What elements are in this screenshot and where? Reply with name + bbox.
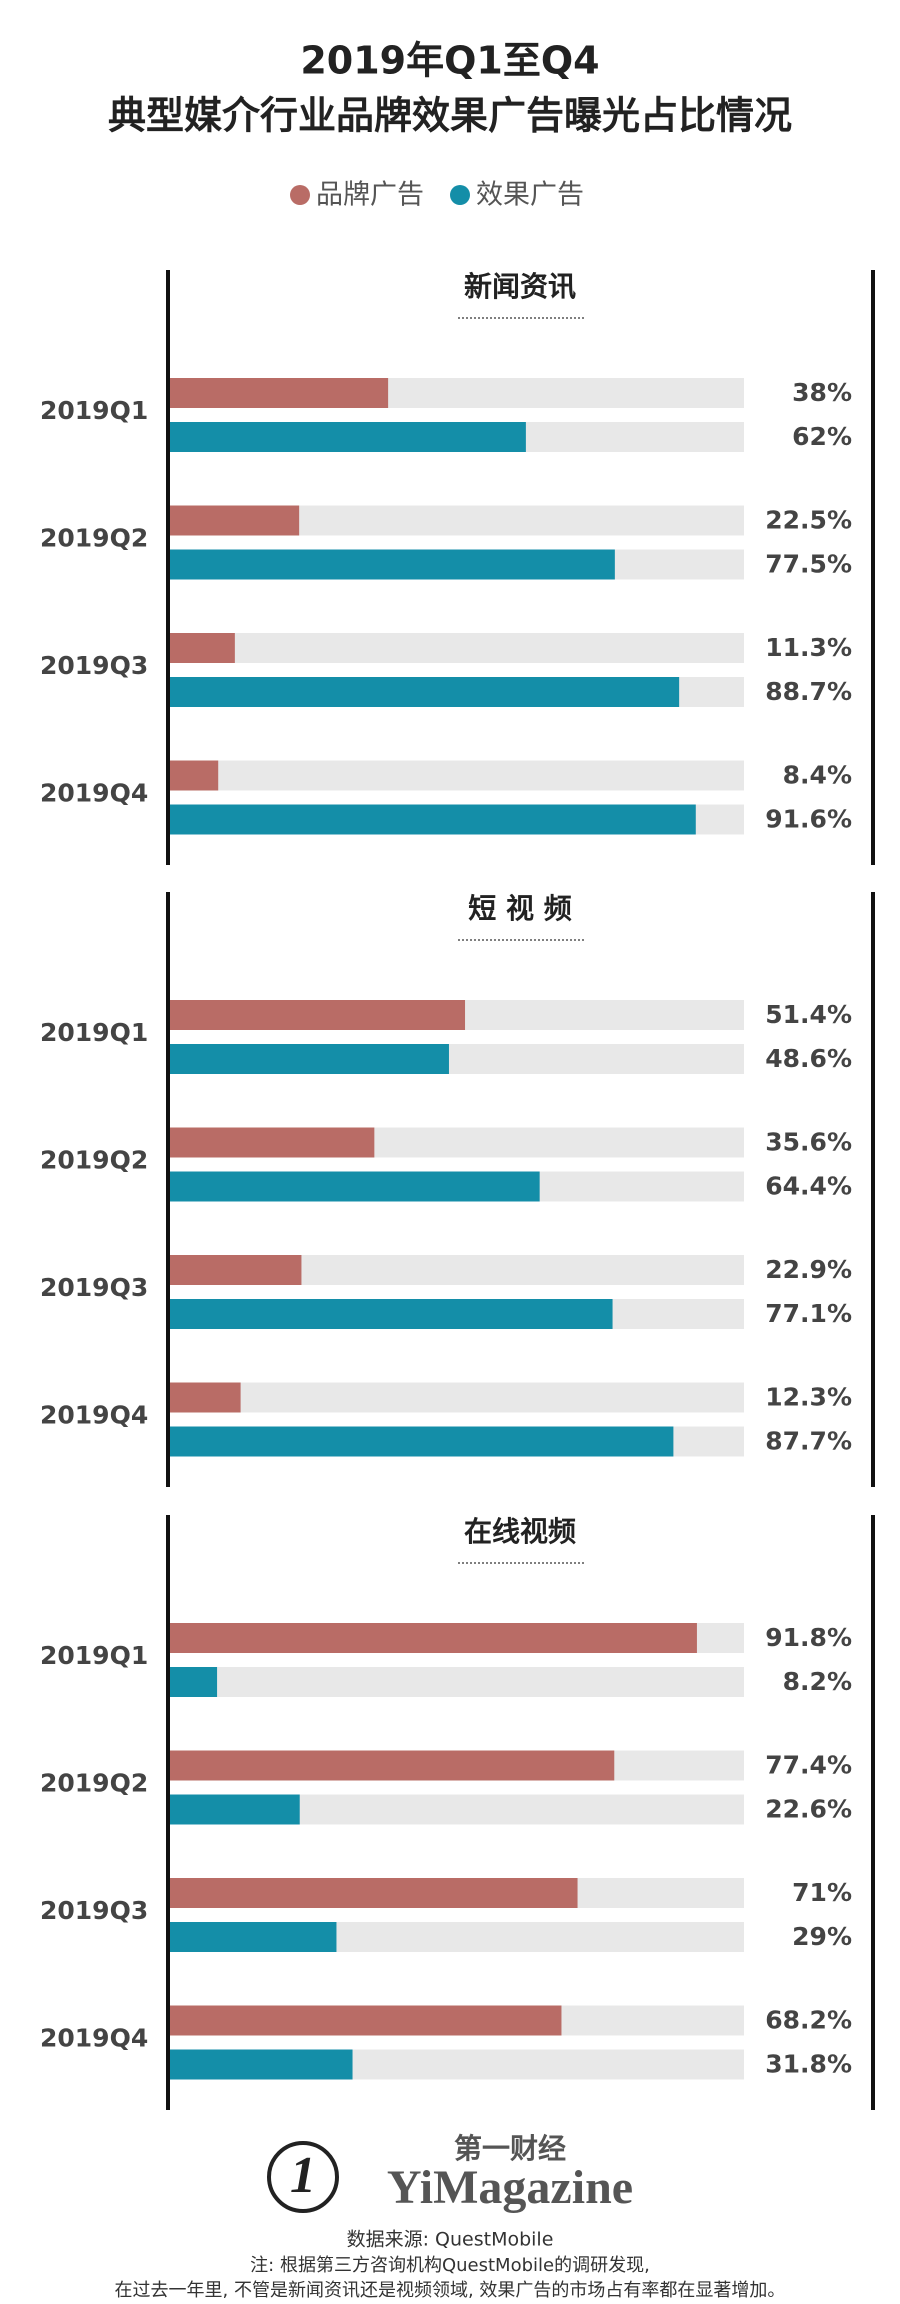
category-label: 2019Q4: [40, 1401, 148, 1430]
value-label: 87.7%: [765, 1427, 852, 1456]
value-label: 22.6%: [765, 1795, 852, 1824]
value-label: 77.1%: [765, 1299, 852, 1328]
bar: [170, 1382, 241, 1413]
panel-title: 短 视 频: [468, 892, 572, 925]
bar: [170, 1255, 302, 1285]
value-label: 77.5%: [765, 550, 852, 579]
bar: [170, 1878, 578, 1908]
bar-track: [170, 633, 744, 663]
bar: [170, 677, 680, 707]
value-label: 12.3%: [765, 1383, 852, 1412]
value-label: 22.9%: [765, 1255, 852, 1284]
bar-track: [170, 1382, 744, 1413]
bar: [170, 549, 615, 580]
value-label: 77.4%: [765, 1751, 852, 1780]
note: 在过去一年里, 不管是新闻资讯还是视频领域, 效果广告的市场占有率都在显著增加。: [115, 2280, 786, 2301]
value-label: 11.3%: [765, 633, 852, 662]
legend-label: 品牌广告: [316, 180, 424, 211]
logo-cn: 第一财经: [454, 2132, 566, 2165]
bar: [170, 1667, 218, 1697]
value-label: 8.4%: [783, 761, 852, 790]
category-label: 2019Q4: [40, 779, 148, 808]
logo-en: YiMagazine: [387, 2161, 633, 2214]
bar: [170, 1044, 449, 1074]
value-label: 29%: [792, 1922, 852, 1951]
value-label: 35.6%: [765, 1128, 852, 1157]
bar: [170, 1922, 337, 1952]
logo-mark: 1: [290, 2147, 316, 2204]
legend-swatch: [290, 185, 310, 205]
bar: [170, 505, 300, 536]
value-label: 62%: [792, 422, 852, 451]
category-label: 2019Q2: [40, 1769, 148, 1798]
bar: [170, 760, 219, 791]
title-line: 典型媒介行业品牌效果广告曝光占比情况: [108, 94, 792, 138]
legend-swatch: [450, 185, 470, 205]
value-label: 22.5%: [765, 506, 852, 535]
value-label: 68.2%: [765, 2006, 852, 2035]
category-label: 2019Q2: [40, 524, 148, 553]
value-label: 64.4%: [765, 1172, 852, 1201]
category-label: 2019Q2: [40, 1146, 148, 1175]
bar: [170, 1171, 540, 1202]
value-label: 51.4%: [765, 1000, 852, 1029]
category-label: 2019Q1: [40, 1641, 148, 1670]
value-label: 88.7%: [765, 677, 852, 706]
bar: [170, 422, 526, 452]
title-line: 2019年Q1至Q4: [300, 39, 599, 83]
note: 注: 根据第三方咨询机构QuestMobile的调研发现,: [250, 2255, 650, 2276]
bar: [170, 1000, 466, 1030]
category-label: 2019Q3: [40, 1896, 148, 1925]
bar: [170, 1426, 674, 1457]
value-label: 91.8%: [765, 1623, 852, 1652]
value-label: 48.6%: [765, 1044, 852, 1073]
value-label: 71%: [792, 1878, 852, 1907]
value-label: 91.6%: [765, 805, 852, 834]
bar: [170, 804, 696, 835]
bar: [170, 1750, 615, 1781]
category-label: 2019Q1: [40, 1018, 148, 1047]
bar: [170, 633, 235, 663]
bar: [170, 378, 389, 408]
bar-track: [170, 1667, 744, 1697]
bar: [170, 1127, 375, 1158]
panel-title: 在线视频: [464, 1515, 576, 1548]
bar: [170, 1623, 697, 1653]
category-label: 2019Q4: [40, 2024, 148, 2053]
bar: [170, 1794, 300, 1825]
value-label: 31.8%: [765, 2050, 852, 2079]
bar-track: [170, 760, 744, 791]
bar: [170, 2005, 562, 2036]
bar: [170, 1299, 613, 1329]
legend-label: 效果广告: [476, 180, 584, 211]
category-label: 2019Q1: [40, 396, 148, 425]
logo-circle: [267, 2141, 339, 2213]
bar: [170, 2049, 353, 2080]
value-label: 38%: [792, 378, 852, 407]
category-label: 2019Q3: [40, 1273, 148, 1302]
value-label: 8.2%: [783, 1667, 852, 1696]
panel-title: 新闻资讯: [464, 270, 576, 303]
category-label: 2019Q3: [40, 651, 148, 680]
source: 数据来源: QuestMobile: [347, 2229, 554, 2251]
